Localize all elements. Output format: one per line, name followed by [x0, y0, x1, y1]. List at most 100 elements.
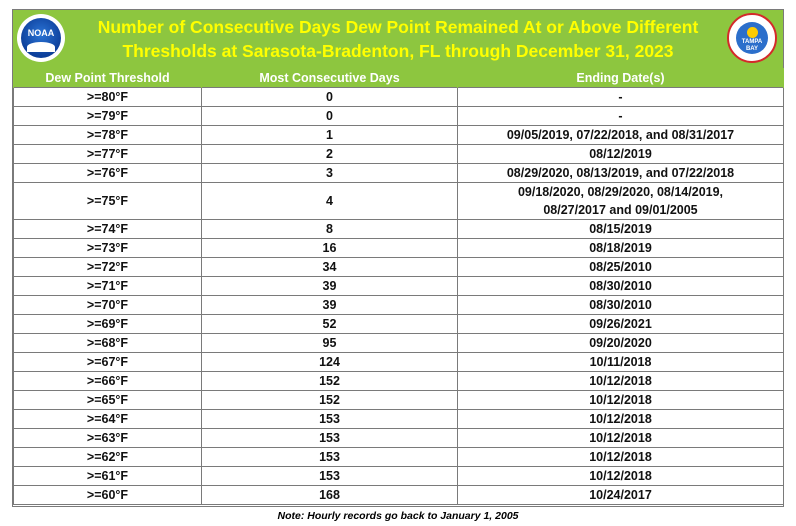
- dates-cell: 10/11/2018: [457, 352, 784, 372]
- noaa-logo-text: NOAA: [27, 28, 55, 38]
- threshold-cell: >=76°F: [13, 163, 202, 183]
- noaa-logo-icon: NOAA: [17, 14, 65, 62]
- page-title: Number of Consecutive Days Dew Point Rem…: [73, 15, 723, 63]
- table-row: >=74°F 8 08/15/2019: [13, 219, 784, 239]
- days-cell: 124: [201, 352, 458, 372]
- days-cell: 16: [201, 238, 458, 258]
- dates-cell: 08/30/2010: [457, 276, 784, 296]
- days-cell: 153: [201, 409, 458, 429]
- days-cell: 1: [201, 125, 458, 145]
- table-row: >=63°F 153 10/12/2018: [13, 428, 784, 448]
- threshold-cell: >=71°F: [13, 276, 202, 296]
- table-row: >=80°F 0-: [13, 87, 784, 107]
- days-cell: 0: [201, 106, 458, 126]
- table-row: >=76°F 3 08/29/2020, 08/13/2019, and 07/22…: [13, 163, 784, 183]
- table-row: >=66°F 152 10/12/2018: [13, 371, 784, 391]
- threshold-cell: >=70°F: [13, 295, 202, 315]
- days-cell: 95: [201, 333, 458, 353]
- table-row: >=78°F 1 09/05/2019, 07/22/2018, and 08/31…: [13, 125, 784, 145]
- dates-cell: 10/24/2017: [457, 485, 784, 505]
- nws-tampa-bay-logo-icon: TAMPA BAY: [727, 13, 777, 63]
- dates-cell: -: [457, 87, 784, 107]
- days-cell: 52: [201, 314, 458, 334]
- threshold-cell: >=67°F: [13, 352, 202, 372]
- column-header-days: Most Consecutive Days: [201, 68, 458, 88]
- dew-point-table: Dew Point Threshold Most Consecutive Day…: [13, 68, 784, 505]
- dates-cell: 08/25/2010: [457, 257, 784, 277]
- dates-cell: 08/12/2019: [457, 144, 784, 164]
- threshold-cell: >=77°F: [13, 144, 202, 164]
- days-cell: 0: [201, 87, 458, 107]
- table-body: >=80°F 0- >=79°F 0- >=78°F 1 09/05/2019, 07/22…: [13, 87, 784, 505]
- dates-cell: 09/26/2021: [457, 314, 784, 334]
- dates-cell: 10/12/2018: [457, 447, 784, 467]
- days-cell: 168: [201, 485, 458, 505]
- days-cell: 4: [201, 182, 458, 220]
- dates-cell: 10/12/2018: [457, 371, 784, 391]
- days-cell: 153: [201, 428, 458, 448]
- table-row: >=61°F 153 10/12/2018: [13, 466, 784, 486]
- table-row: >=70°F 39 08/30/2010: [13, 295, 784, 315]
- dates-cell: 08/15/2019: [457, 219, 784, 239]
- table-row: >=69°F 52 09/26/2021: [13, 314, 784, 334]
- days-cell: 153: [201, 447, 458, 467]
- table-row: >=60°F 168 10/24/2017: [13, 485, 784, 505]
- dates-cell: 10/12/2018: [457, 466, 784, 486]
- title-banner: NOAA Number of Consecutive Days Dew Poin…: [13, 10, 783, 68]
- dates-line-2: 08/27/2017 and 09/01/2005: [543, 203, 698, 217]
- threshold-cell: >=65°F: [13, 390, 202, 410]
- table-row: >=64°F 153 10/12/2018: [13, 409, 784, 429]
- threshold-cell: >=72°F: [13, 257, 202, 277]
- dates-cell: 10/12/2018: [457, 390, 784, 410]
- threshold-cell: >=62°F: [13, 447, 202, 467]
- threshold-cell: >=60°F: [13, 485, 202, 505]
- dates-line-1: 09/18/2020, 08/29/2020, 08/14/2019,: [517, 185, 724, 199]
- days-cell: 3: [201, 163, 458, 183]
- column-header-threshold: Dew Point Threshold: [13, 68, 202, 88]
- dates-cell: 09/05/2019, 07/22/2018, and 08/31/2017: [457, 125, 784, 145]
- nws-logo-text: TAMPA BAY: [741, 39, 763, 52]
- days-cell: 34: [201, 257, 458, 277]
- title-line-2: Thresholds at Sarasota-Bradenton, FL thr…: [122, 41, 674, 61]
- dates-cell: -: [457, 106, 784, 126]
- threshold-cell: >=61°F: [13, 466, 202, 486]
- days-cell: 152: [201, 390, 458, 410]
- threshold-cell: >=75°F: [13, 182, 202, 220]
- threshold-cell: >=79°F: [13, 106, 202, 126]
- dates-cell: 08/30/2010: [457, 295, 784, 315]
- table-row: >=79°F 0-: [13, 106, 784, 126]
- threshold-cell: >=63°F: [13, 428, 202, 448]
- days-cell: 39: [201, 295, 458, 315]
- table-row: >=73°F 16 08/18/2019: [13, 238, 784, 258]
- table-row: >=65°F 152 10/12/2018: [13, 390, 784, 410]
- footnote: Note: Hourly records go back to January …: [277, 510, 519, 522]
- dates-cell: 08/18/2019: [457, 238, 784, 258]
- threshold-cell: >=64°F: [13, 409, 202, 429]
- table-header-row: Dew Point Threshold Most Consecutive Day…: [13, 68, 784, 88]
- dates-cell: 09/18/2020, 08/29/2020, 08/14/2019, 08/27…: [457, 182, 784, 220]
- threshold-cell: >=69°F: [13, 314, 202, 334]
- dew-point-table-frame: NOAA Number of Consecutive Days Dew Poin…: [12, 9, 784, 507]
- table-row: >=68°F 95 09/20/2020: [13, 333, 784, 353]
- table-row: >=75°F 4 09/18/2020, 08/29/2020, 08/14/201…: [13, 182, 784, 220]
- days-cell: 8: [201, 219, 458, 239]
- threshold-cell: >=73°F: [13, 238, 202, 258]
- table-row: >=72°F 34 08/25/2010: [13, 257, 784, 277]
- threshold-cell: >=66°F: [13, 371, 202, 391]
- dates-cell: 09/20/2020: [457, 333, 784, 353]
- threshold-cell: >=74°F: [13, 219, 202, 239]
- table-row: >=71°F 39 08/30/2010: [13, 276, 784, 296]
- threshold-cell: >=78°F: [13, 125, 202, 145]
- table-row: >=62°F 153 10/12/2018: [13, 447, 784, 467]
- dates-cell: 08/29/2020, 08/13/2019, and 07/22/2018: [457, 163, 784, 183]
- days-cell: 152: [201, 371, 458, 391]
- days-cell: 153: [201, 466, 458, 486]
- table-row: >=67°F 124 10/11/2018: [13, 352, 784, 372]
- threshold-cell: >=68°F: [13, 333, 202, 353]
- dates-cell: 10/12/2018: [457, 428, 784, 448]
- days-cell: 39: [201, 276, 458, 296]
- table-row: >=77°F 2 08/12/2019: [13, 144, 784, 164]
- title-line-1: Number of Consecutive Days Dew Point Rem…: [97, 17, 699, 37]
- dates-cell: 10/12/2018: [457, 409, 784, 429]
- threshold-cell: >=80°F: [13, 87, 202, 107]
